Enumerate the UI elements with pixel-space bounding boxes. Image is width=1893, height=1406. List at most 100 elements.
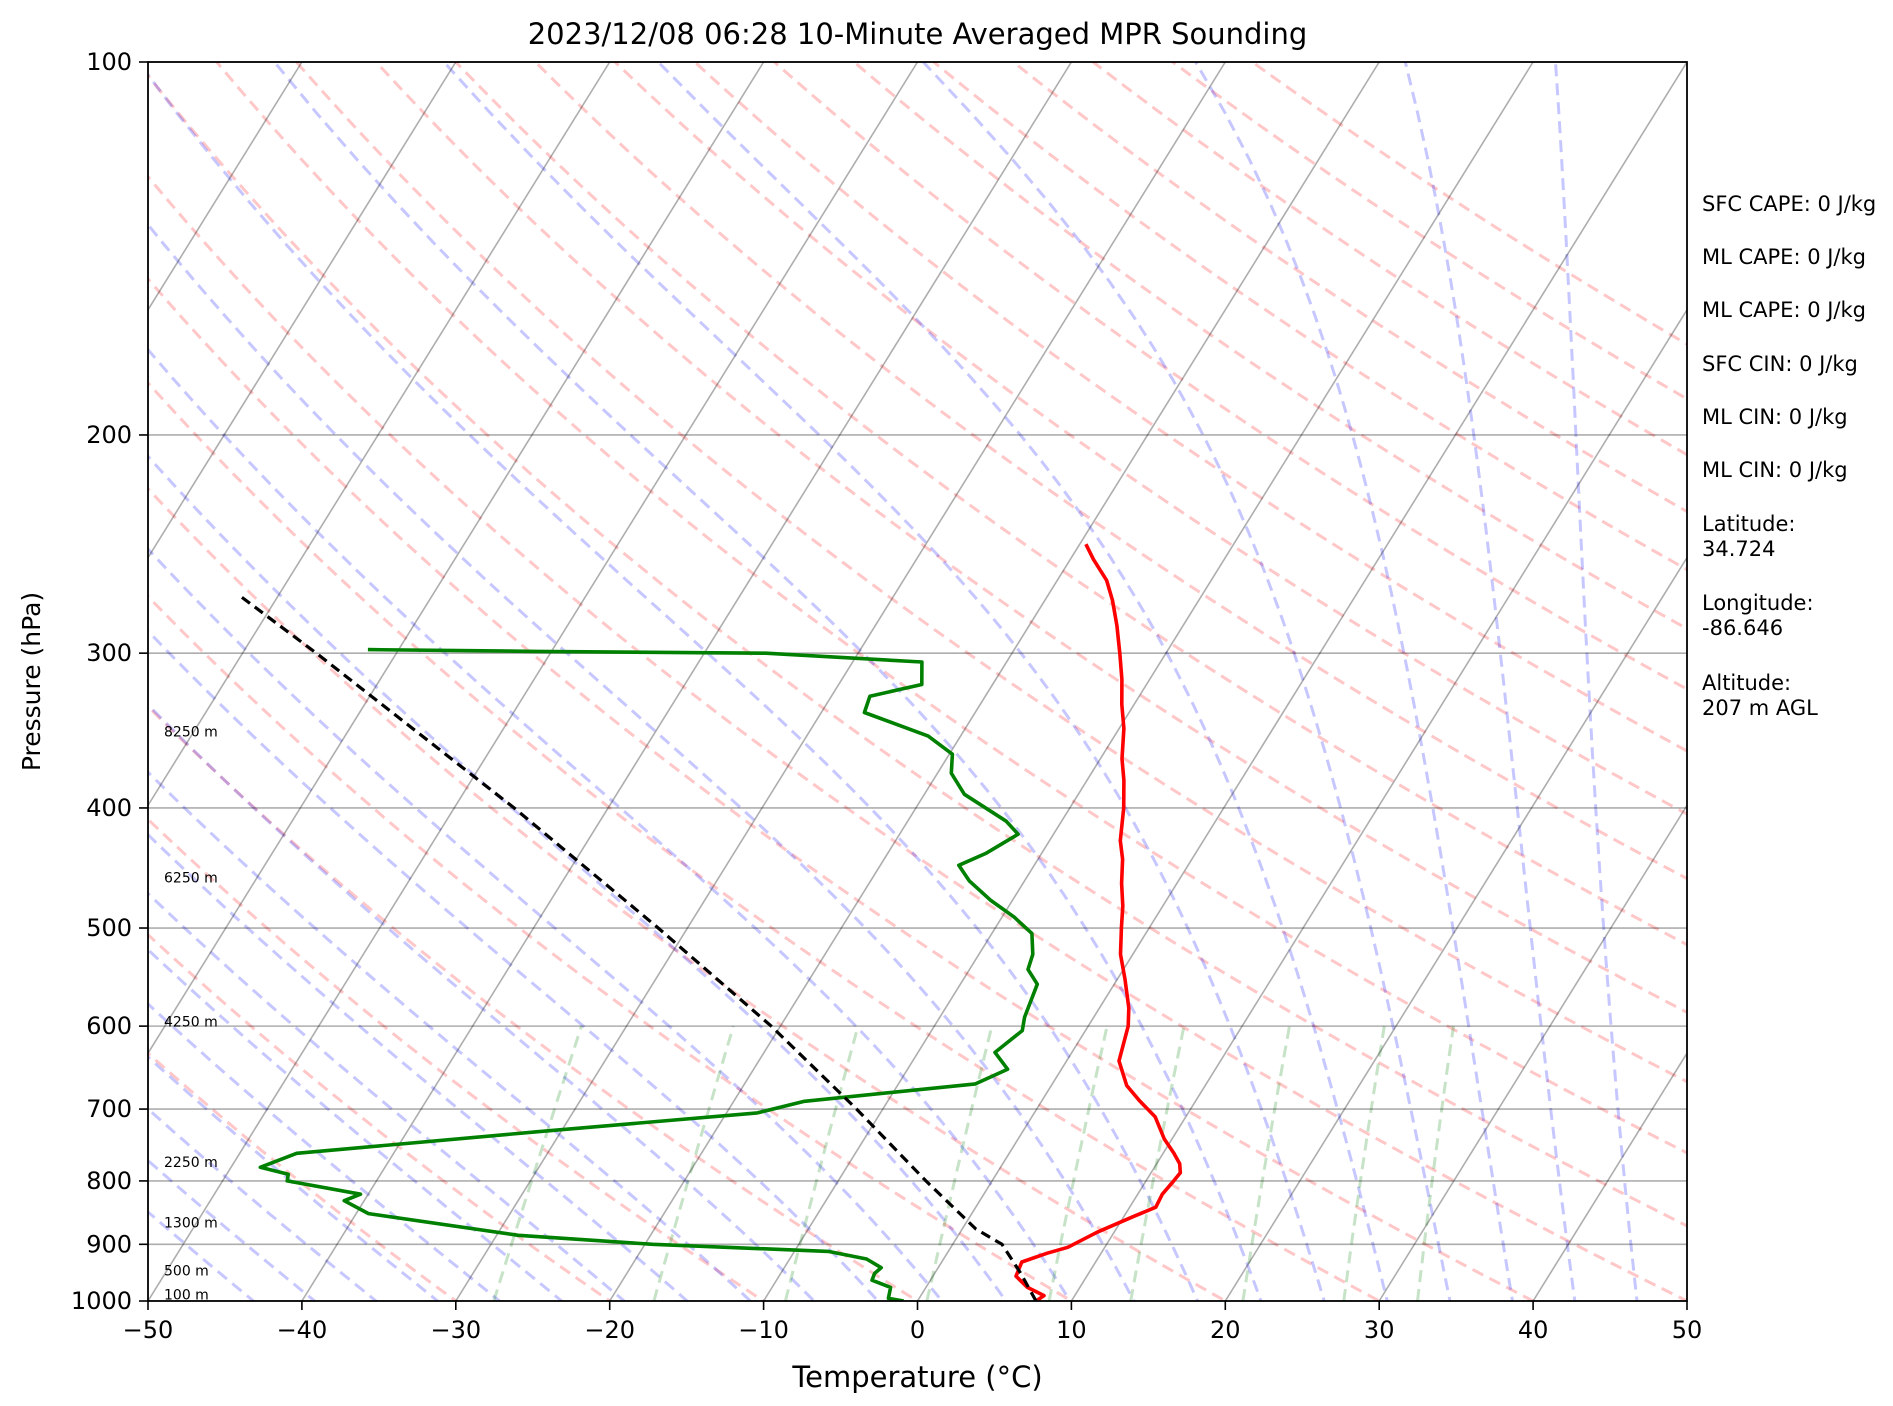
mixing-ratio-line: [1342, 1025, 1386, 1301]
moist-adiabat: [148, 546, 944, 1301]
latitude-value: 34.724: [1702, 537, 1776, 561]
y-axis-label: Pressure (hPa): [17, 592, 46, 771]
longitude-value: -86.646: [1702, 616, 1784, 640]
height-label: 8250 m: [164, 724, 218, 740]
ml-cape-text: ML CAPE: 0 J/kg: [1702, 245, 1867, 269]
x-tick-label: 10: [1056, 1316, 1087, 1344]
dry-adiabat: [693, 62, 1687, 753]
mixing-ratio-line: [783, 1025, 860, 1301]
moist-adiabat: [442, 62, 1326, 1301]
dry-adiabat: [148, 276, 1537, 1301]
temperature-profile-line: [1014, 543, 1183, 1301]
ml-cin-text: ML CIN: 0 J/kg: [1702, 405, 1848, 429]
isotherm: [148, 62, 765, 1055]
y-tick-label: 500: [86, 914, 132, 942]
mixing-ratio-line: [1241, 1025, 1291, 1301]
x-tick-label: −30: [430, 1316, 481, 1344]
height-label: 4250 m: [164, 1015, 218, 1031]
y-tick-label: 600: [86, 1012, 132, 1040]
x-tick-label: −40: [277, 1316, 328, 1344]
isotherm: [1070, 308, 1687, 1301]
x-axis-label: Temperature (°C): [791, 1360, 1042, 1394]
isotherm: [609, 62, 1380, 1301]
dry-adiabat: [374, 62, 1687, 1015]
moist-adiabat: [148, 1001, 502, 1301]
x-tick-label: 30: [1364, 1316, 1395, 1344]
height-label: 2250 m: [164, 1155, 218, 1171]
isotherm: [148, 62, 611, 807]
dry-adiabat: [148, 704, 921, 1301]
y-tick-label: 1000: [71, 1287, 132, 1315]
dry-adiabat: [215, 62, 1687, 1155]
ml-cin-text-2: ML CIN: 0 J/kg: [1702, 458, 1848, 482]
altitude-label: Altitude:: [1702, 671, 1792, 695]
longitude-text: Longitude: -86.646: [1702, 591, 1814, 641]
moist-adiabat: [148, 1106, 379, 1301]
y-tick-label: 800: [86, 1167, 132, 1195]
latitude-label: Latitude:: [1702, 512, 1796, 536]
height-label: 6250 m: [164, 870, 218, 886]
isotherm: [148, 62, 457, 560]
moist-adiabat: [922, 62, 1452, 1301]
isotherm: [301, 62, 1073, 1301]
dry-adiabat: [295, 62, 1687, 1084]
dry-adiabat: [613, 62, 1687, 816]
height-label: 500 m: [164, 1264, 209, 1280]
x-tick-label: 50: [1672, 1316, 1703, 1344]
dry-adiabat: [1012, 62, 1687, 514]
mixing-ratio-line: [492, 1025, 583, 1301]
dry-adiabat: [148, 932, 613, 1301]
isotherm: [916, 62, 1687, 1301]
isotherm: [148, 62, 919, 1301]
y-tick-label: 100: [86, 48, 132, 76]
altitude-text: Altitude: 207 m AGL: [1702, 671, 1818, 721]
x-tick-label: −10: [738, 1316, 789, 1344]
dry-adiabat: [1171, 62, 1687, 401]
dewpoint-profile-line: [258, 647, 1040, 1301]
dry-adiabat: [148, 817, 767, 1301]
mixing-ratio-line: [1129, 1025, 1186, 1301]
isotherm: [1532, 1051, 1687, 1301]
moist-adiabat: [148, 628, 880, 1301]
longitude-label: Longitude:: [1702, 591, 1814, 615]
isotherm: [1378, 803, 1687, 1301]
isotherm: [762, 62, 1534, 1301]
y-tick-label: 900: [86, 1230, 132, 1258]
y-tick-label: 400: [86, 794, 132, 822]
moist-adiabat: [148, 770, 753, 1301]
ml-cape-text-2: ML CAPE: 0 J/kg: [1702, 298, 1867, 322]
plot-area: 100 m 500 m 1300 m 2250 m 4250 m 6250 m 8250 m: [148, 62, 1687, 1304]
moist-adiabat: [148, 832, 690, 1301]
isotherm: [455, 62, 1226, 1301]
sfc-cin-text: SFC CIN: 0 J/kg: [1702, 352, 1858, 376]
parcel-profile-line: [239, 595, 1038, 1301]
moist-adiabat: [148, 222, 1136, 1301]
chart-title: 2023/12/08 06:28 10-Minute Averaged MPR …: [528, 17, 1308, 51]
y-tick-label: 200: [86, 421, 132, 449]
moist-adiabat: [148, 1054, 440, 1301]
moist-adiabat: [1554, 62, 1639, 1301]
height-label: 1300 m: [164, 1215, 218, 1231]
y-tick-label: 300: [86, 639, 132, 667]
moist-adiabat: [148, 347, 1072, 1301]
y-tick-label: 700: [86, 1095, 132, 1123]
x-tick-label: 0: [910, 1316, 925, 1344]
mixing-ratio-line: [652, 1025, 735, 1301]
moist-adiabat: [657, 62, 1389, 1301]
moist-adiabat: [148, 1209, 256, 1301]
isotherm: [1224, 556, 1687, 1301]
moist-adiabat: [148, 702, 817, 1301]
altitude-value: 207 m AGL: [1702, 696, 1818, 720]
x-tick-label: 20: [1210, 1316, 1241, 1344]
moist-adiabat: [148, 72, 1200, 1301]
dry-adiabat: [148, 380, 1383, 1301]
moist-adiabat: [148, 891, 627, 1301]
dry-adiabat: [534, 62, 1687, 881]
dry-adiabat: [148, 174, 1687, 1301]
height-label: 100 m: [164, 1288, 209, 1304]
x-tick-label: −50: [123, 1316, 174, 1344]
dry-adiabat: [148, 73, 1687, 1228]
moist-adiabat: [148, 947, 565, 1301]
mixing-ratio-line: [1416, 1025, 1455, 1301]
